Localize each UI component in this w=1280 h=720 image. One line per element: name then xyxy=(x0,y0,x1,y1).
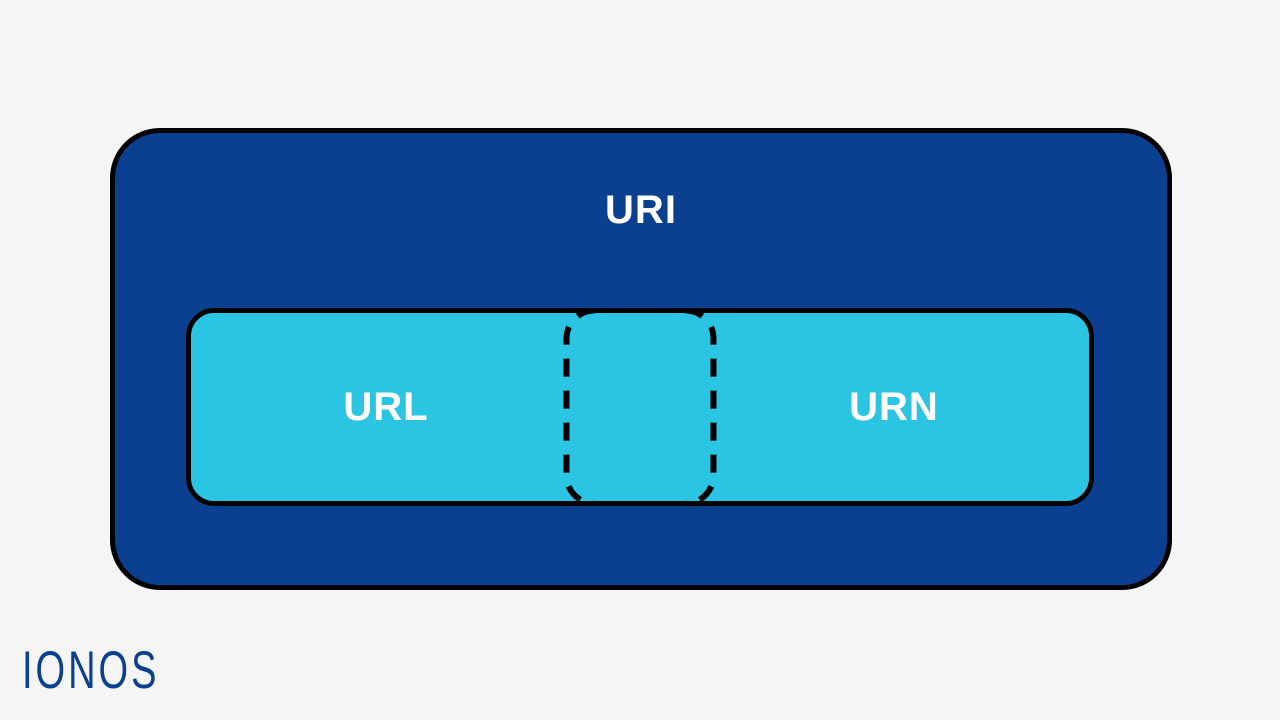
urn-label: URN xyxy=(849,385,939,430)
inner-container: URL URN xyxy=(186,308,1094,506)
uri-label: URI xyxy=(605,188,677,233)
url-label: URL xyxy=(343,385,428,430)
urn-box: URN xyxy=(564,308,1094,506)
ionos-logo: IONOS xyxy=(22,642,159,702)
